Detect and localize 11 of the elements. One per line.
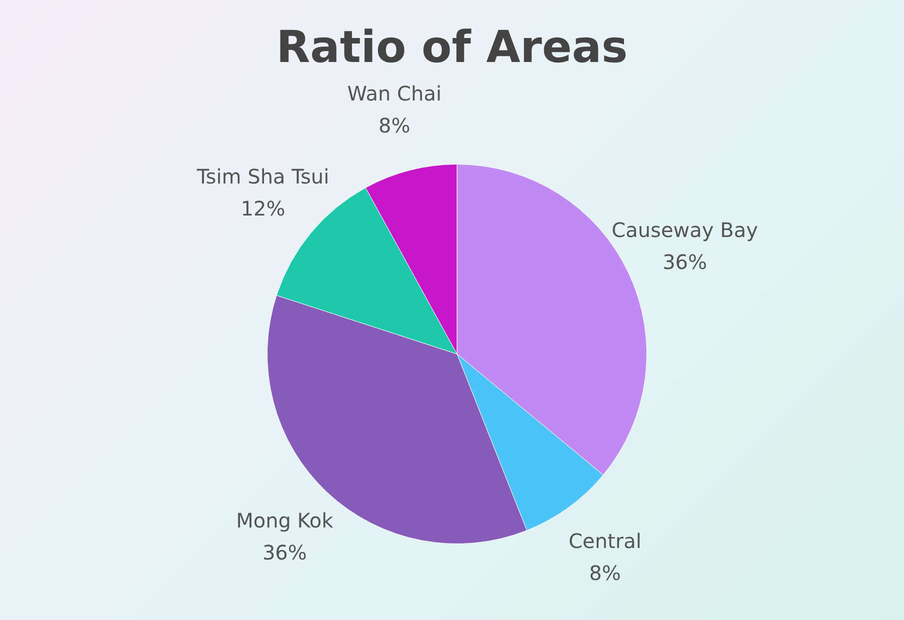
data-label: 8% <box>589 560 621 585</box>
slice-label: Mong Kok <box>236 508 334 533</box>
slice-label: Causeway Bay <box>612 218 758 242</box>
slice-label: Central <box>568 528 642 553</box>
data-label: 12% <box>240 196 286 221</box>
data-label: 8% <box>378 113 410 138</box>
data-label: 36% <box>262 540 307 565</box>
slice-label: Tsim Sha Tsui <box>196 164 330 189</box>
data-label: 36% <box>662 250 708 274</box>
chart-title: Ratio of Areas <box>275 22 629 73</box>
slice-label: Wan Chai <box>347 81 442 106</box>
